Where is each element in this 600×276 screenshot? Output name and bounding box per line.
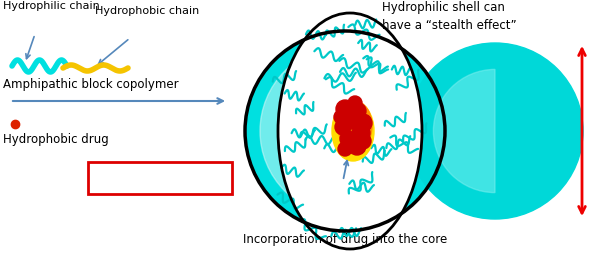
Wedge shape xyxy=(260,46,345,216)
Circle shape xyxy=(348,96,362,110)
Ellipse shape xyxy=(338,101,372,151)
Circle shape xyxy=(245,31,445,231)
Circle shape xyxy=(340,131,356,147)
Text: Hydrophobic chain: Hydrophobic chain xyxy=(95,6,199,16)
Circle shape xyxy=(336,100,354,118)
Circle shape xyxy=(354,114,372,132)
Text: Hydrophilic shell can
have a “stealth effect”: Hydrophilic shell can have a “stealth ef… xyxy=(382,1,517,32)
Ellipse shape xyxy=(332,101,374,161)
FancyBboxPatch shape xyxy=(88,162,232,194)
Circle shape xyxy=(335,119,351,135)
Text: Amphipathic block copolymer: Amphipathic block copolymer xyxy=(3,78,179,91)
Circle shape xyxy=(352,124,370,142)
Text: Micelle formation: Micelle formation xyxy=(106,171,214,184)
Text: Hydrophilic chain: Hydrophilic chain xyxy=(3,1,100,11)
Circle shape xyxy=(340,109,360,129)
Circle shape xyxy=(334,110,348,124)
Text: Hydrophobic drug: Hydrophobic drug xyxy=(3,133,109,146)
Circle shape xyxy=(348,137,366,155)
Circle shape xyxy=(350,103,366,119)
Text: Incorporation of drug into the core: Incorporation of drug into the core xyxy=(243,233,447,246)
Circle shape xyxy=(338,142,352,156)
Circle shape xyxy=(355,133,371,149)
Ellipse shape xyxy=(278,13,422,249)
Circle shape xyxy=(407,43,583,219)
Wedge shape xyxy=(433,69,495,193)
